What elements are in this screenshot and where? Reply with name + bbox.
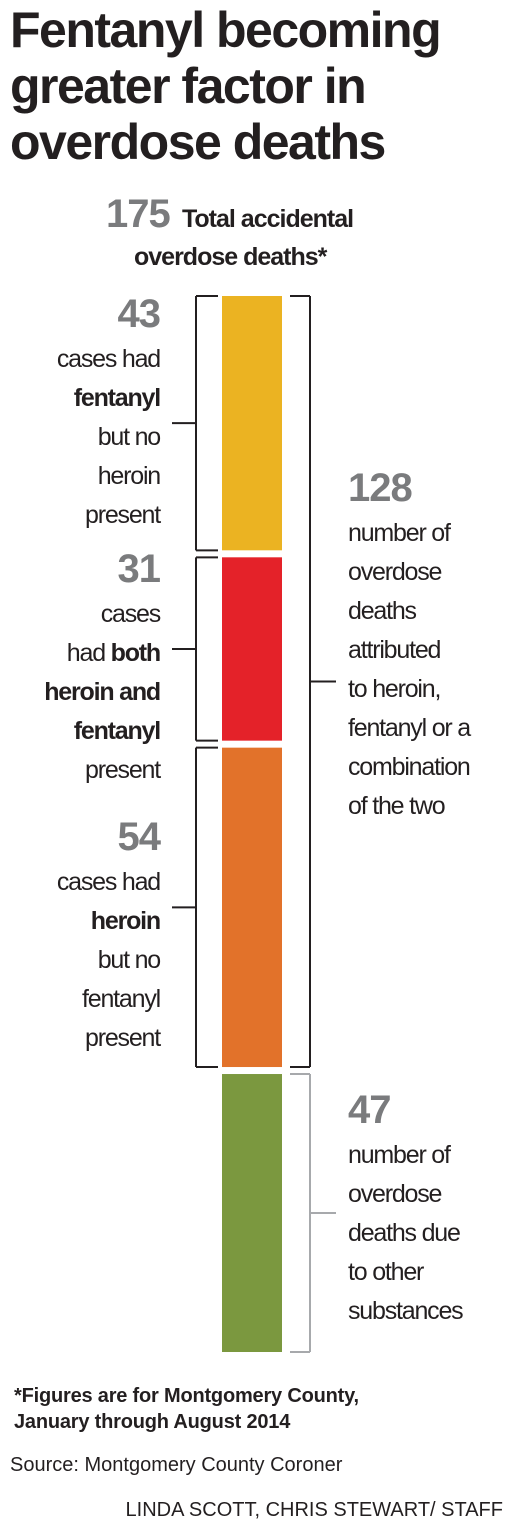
group-other-text: 47 number of overdose deaths due to othe… <box>348 1088 513 1331</box>
group-description: number of overdose deaths due to other s… <box>348 1136 513 1331</box>
bar-segment <box>222 557 282 741</box>
bar-segment <box>222 1074 282 1352</box>
group-value: 128 <box>348 466 413 510</box>
desc-text: deaths due <box>348 1219 461 1247</box>
desc-text: heroin <box>97 462 162 490</box>
chart-title: Fentanyl becoming greater factor in over… <box>10 2 505 170</box>
total-label: Total accidental overdose deaths* <box>134 200 394 276</box>
desc-bold: heroin and <box>44 678 161 706</box>
desc-bold: fentanyl <box>73 717 161 745</box>
bar-segment <box>222 747 282 1068</box>
desc-text: fentanyl <box>82 985 161 1013</box>
desc-text: deaths <box>348 597 417 625</box>
total-value: 175 <box>106 192 171 236</box>
footnote-line: *Figures are for Montgomery County, <box>14 1385 359 1407</box>
desc-text: present <box>85 1024 161 1052</box>
source-note: Source: Montgomery County Coroner <box>10 1454 343 1476</box>
group-heroin-only-text: 54 cases had heroin but no fentanyl pres… <box>10 815 162 1058</box>
desc-bold: both <box>110 639 162 667</box>
group-fentanyl-only-text: 43 cases had fentanyl but no heroin pres… <box>10 292 162 535</box>
desc-text: overdose <box>348 1180 442 1208</box>
desc-text: present <box>85 756 161 784</box>
group-value: 43 <box>117 292 162 336</box>
group-description: cases had fentanyl but no heroin present <box>10 340 162 535</box>
desc-text: number of <box>348 519 451 547</box>
title-line: greater factor in <box>10 58 367 114</box>
desc-bold: fentanyl <box>73 384 161 412</box>
desc-text: but no <box>97 946 162 974</box>
group-value: 47 <box>348 1088 392 1132</box>
group-heroin-fentanyl-total-text: 128 number of overdose deaths attributed… <box>348 466 513 826</box>
desc-text: cases had <box>56 868 161 896</box>
group-both-text: 31 cases had both heroin and fentanyl pr… <box>10 547 162 790</box>
desc-text: cases <box>100 600 162 628</box>
bar-segment <box>222 296 282 551</box>
desc-text: number of <box>348 1141 451 1169</box>
desc-text: substances <box>348 1297 464 1325</box>
title-line: Fentanyl becoming <box>10 2 442 58</box>
footnote-line: January through August 2014 <box>14 1411 291 1433</box>
desc-text: cases had <box>56 345 161 373</box>
group-description: cases had both heroin and fentanyl prese… <box>10 595 162 790</box>
desc-bold: heroin <box>90 907 161 935</box>
desc-text: overdose <box>348 558 442 586</box>
desc-text: to other <box>348 1258 424 1286</box>
desc-text: fentanyl or a <box>348 714 471 742</box>
group-description: number of overdose deaths attributed to … <box>348 514 513 826</box>
total-label-line: Total accidental <box>182 205 354 233</box>
title-line: overdose deaths <box>10 114 386 170</box>
group-value: 54 <box>117 815 162 859</box>
group-description: cases had heroin but no fentanyl present <box>10 863 162 1058</box>
desc-text: had <box>66 639 111 667</box>
credit-line: LINDA SCOTT, CHRIS STEWART/ STAFF <box>125 1499 503 1521</box>
total-label-line: overdose deaths* <box>134 243 327 271</box>
desc-text: of the two <box>348 792 446 820</box>
desc-text: but no <box>97 423 162 451</box>
desc-text: to heroin, <box>348 675 441 703</box>
footnote: *Figures are for Montgomery County, Janu… <box>14 1383 509 1435</box>
desc-text: attributed <box>348 636 441 664</box>
desc-text: combination <box>348 753 471 781</box>
desc-text: present <box>85 501 161 529</box>
group-value: 31 <box>117 547 162 591</box>
